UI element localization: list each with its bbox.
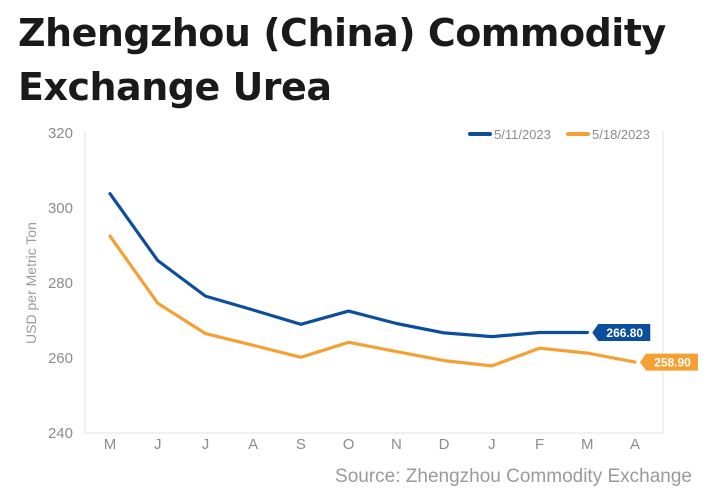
x-tick-label: F (535, 436, 544, 453)
legend-label: 5/18/2023 (592, 127, 650, 142)
x-tick-label: D (439, 436, 450, 453)
end-label-value: 258.90 (654, 356, 691, 370)
x-tick-label: J (154, 436, 162, 453)
x-tick-label: J (202, 436, 210, 453)
chart-title: Zhengzhou (China) Commodity Exchange Ure… (18, 11, 666, 109)
y-tick-label: 240 (48, 425, 73, 442)
series-line-2 (108, 234, 637, 368)
y-tick-label: 300 (48, 200, 73, 217)
legend: 5/11/2023 5/18/2023 (468, 127, 650, 142)
x-tick-label: J (488, 436, 496, 453)
x-tick-label: M (104, 436, 117, 453)
series-line-1 (108, 192, 589, 339)
x-tick-label: S (296, 436, 306, 453)
series-lines (108, 192, 637, 368)
legend-label: 5/11/2023 (494, 127, 551, 142)
y-tick-label: 260 (48, 350, 73, 367)
axes: 240 260 280 300 320 M J J A S O N D J F M A USD per Metri… (23, 125, 664, 453)
end-label-bg (592, 324, 651, 341)
y-tick-label: 320 (48, 125, 73, 142)
x-tick-label: M (581, 436, 594, 453)
source-note: Source: Zhengzhou Commodity Exchange (335, 466, 692, 487)
x-tick-label: N (391, 436, 402, 453)
y-tick-label: 280 (48, 275, 73, 292)
end-label-value: 266.80 (606, 326, 643, 340)
y-axis-label: USD per Metric Ton (23, 222, 39, 344)
x-tick-label: A (630, 436, 640, 453)
end-labels: 266.80 258.90 (592, 324, 698, 371)
x-tick-label: O (343, 436, 355, 453)
end-label-bg (640, 353, 698, 371)
x-tick-label: A (248, 436, 258, 453)
